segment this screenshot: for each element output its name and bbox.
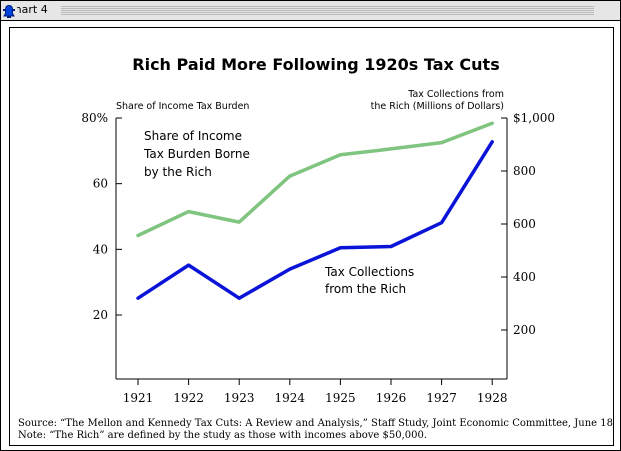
x-tick-label: 1927 — [426, 391, 457, 405]
series-line-tax-collections — [136, 140, 494, 300]
collections-annotation-line: Tax Collections — [324, 265, 414, 279]
share-annotation-line: by the Rich — [144, 165, 212, 179]
collections-annotation-line: from the Rich — [325, 282, 406, 296]
left-tick-label: 20 — [93, 308, 108, 322]
right-tick-label: 400 — [513, 270, 536, 284]
x-tick-label: 1924 — [275, 391, 306, 405]
right-tick-label: 600 — [513, 217, 536, 231]
window-titlebar[interactable]: Chart 4 — [1, 1, 620, 21]
x-tick-label: 1926 — [376, 391, 407, 405]
right-tick-label: 200 — [513, 323, 536, 337]
line-chart: Rich Paid More Following 1920s Tax Cuts … — [18, 55, 613, 441]
right-axis-label-line1: Tax Collections from — [407, 89, 504, 100]
right-tick-label: $1,000 — [513, 111, 555, 125]
chart-panel: Rich Paid More Following 1920s Tax Cuts … — [9, 27, 614, 446]
x-tick-label: 1922 — [173, 391, 204, 405]
share-annotation-line: Tax Burden Borne — [143, 147, 250, 161]
left-axis-label: Share of Income Tax Burden — [116, 101, 249, 112]
right-axis-label-line2: the Rich (Millions of Dollars) — [371, 101, 504, 112]
left-tick-label: 80% — [81, 111, 108, 125]
x-tick-label: 1925 — [325, 391, 356, 405]
bell-icon[interactable] — [1, 3, 17, 19]
x-tick-label: 1928 — [477, 391, 508, 405]
window-title: Chart 4 — [7, 3, 54, 16]
left-tick-label: 40 — [93, 242, 108, 256]
source-note: Source: “The Mellon and Kennedy Tax Cuts… — [18, 418, 613, 429]
x-tick-label: 1921 — [123, 391, 154, 405]
chart-title: Rich Paid More Following 1920s Tax Cuts — [132, 55, 499, 74]
share-annotation-line: Share of Income — [144, 129, 242, 143]
right-tick-label: 800 — [513, 164, 536, 178]
titlebar-stripes — [61, 5, 594, 16]
series-line-share-of-burden — [136, 121, 494, 238]
definition-note: Note: “The Rich” are defined by the stud… — [18, 430, 427, 441]
x-tick-label: 1923 — [224, 391, 255, 405]
left-tick-label: 60 — [93, 177, 108, 191]
